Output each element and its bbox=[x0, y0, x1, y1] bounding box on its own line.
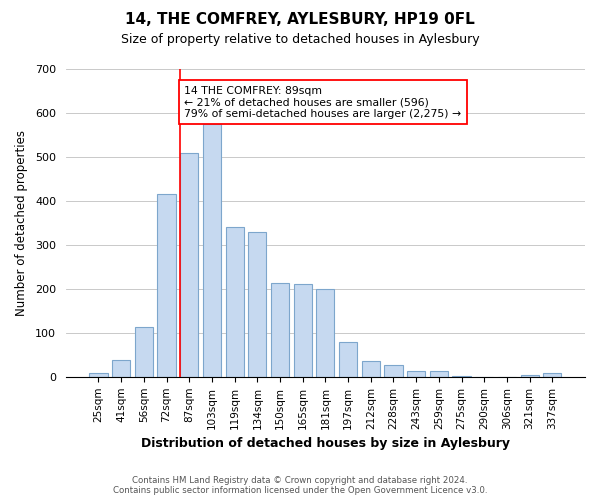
Text: 14, THE COMFREY, AYLESBURY, HP19 0FL: 14, THE COMFREY, AYLESBURY, HP19 0FL bbox=[125, 12, 475, 28]
Bar bbox=[543, 374, 562, 377]
Text: Contains HM Land Registry data © Crown copyright and database right 2024.
Contai: Contains HM Land Registry data © Crown c… bbox=[113, 476, 487, 495]
Text: 14 THE COMFREY: 89sqm
← 21% of detached houses are smaller (596)
79% of semi-det: 14 THE COMFREY: 89sqm ← 21% of detached … bbox=[184, 86, 461, 119]
Bar bbox=[180, 152, 199, 377]
Bar bbox=[385, 366, 403, 377]
Bar bbox=[89, 374, 107, 377]
Bar bbox=[203, 124, 221, 377]
Bar bbox=[226, 228, 244, 377]
Y-axis label: Number of detached properties: Number of detached properties bbox=[15, 130, 28, 316]
Bar bbox=[271, 283, 289, 377]
Bar bbox=[157, 194, 176, 377]
X-axis label: Distribution of detached houses by size in Aylesbury: Distribution of detached houses by size … bbox=[141, 437, 510, 450]
Text: Size of property relative to detached houses in Aylesbury: Size of property relative to detached ho… bbox=[121, 32, 479, 46]
Bar bbox=[316, 289, 334, 377]
Bar bbox=[112, 360, 130, 377]
Bar bbox=[452, 376, 470, 377]
Bar bbox=[521, 374, 539, 377]
Bar bbox=[407, 371, 425, 377]
Bar bbox=[430, 371, 448, 377]
Bar bbox=[135, 327, 153, 377]
Bar bbox=[293, 284, 312, 377]
Bar bbox=[362, 360, 380, 377]
Bar bbox=[248, 232, 266, 377]
Bar bbox=[339, 342, 357, 377]
